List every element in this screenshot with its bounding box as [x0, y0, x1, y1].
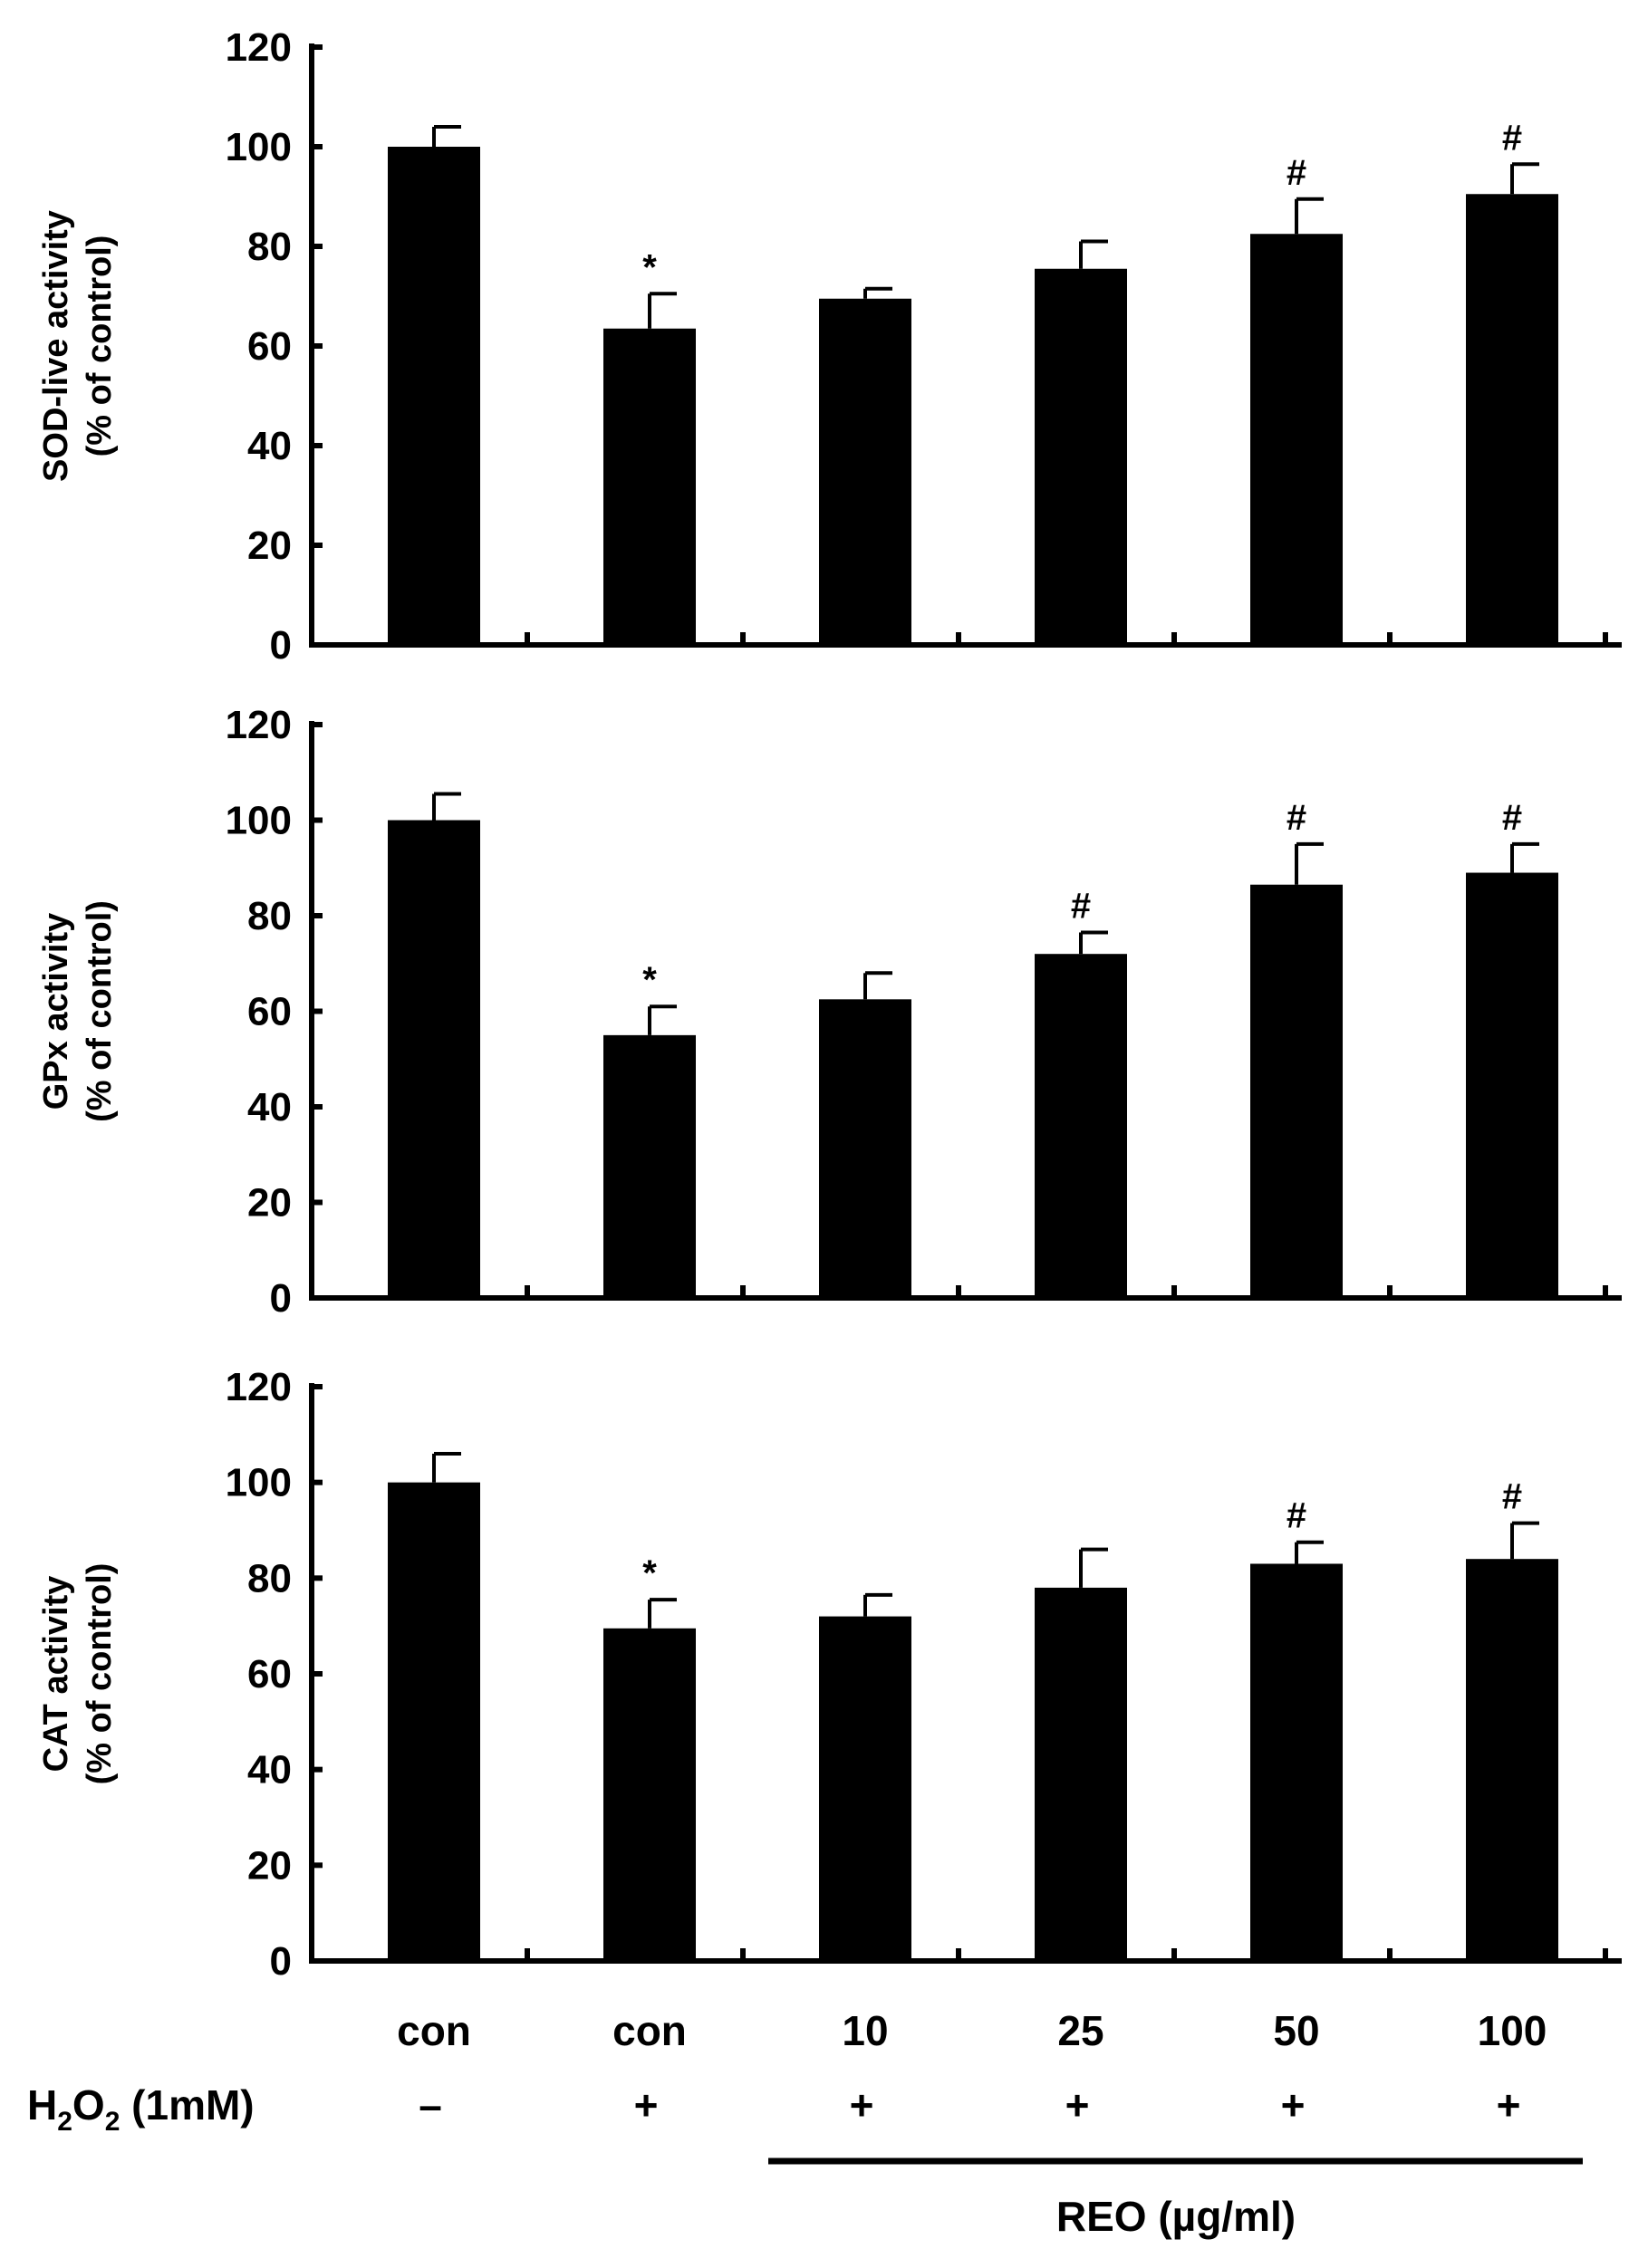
bar-1	[388, 1482, 480, 1961]
y-axis-label-unit: (% of control)	[81, 235, 119, 457]
significance-asterisk: *	[642, 960, 657, 1000]
category-label-3: 10	[842, 2007, 888, 2054]
category-labels: con con 10 25 50 100	[397, 2007, 1547, 2054]
y-axis-label: CAT activity	[37, 1576, 75, 1773]
bar-6	[1466, 194, 1558, 645]
h2o2-sign-4: +	[1065, 2081, 1090, 2129]
bar-5	[1250, 234, 1343, 645]
y-tick-label: 60	[247, 1652, 292, 1696]
category-label-2: con	[612, 2007, 687, 2054]
significance-hash: #	[1287, 153, 1306, 193]
y-tick-label: 20	[247, 1843, 292, 1888]
bar-4	[1035, 1587, 1127, 1961]
y-tick-label: 20	[247, 524, 292, 568]
bar-2	[603, 1034, 696, 1298]
bottom-axis: con con 10 25 50 100 H2O2 (1mM) – + + + + + REO (µ…	[27, 2007, 1583, 2240]
significance-hash: #	[1287, 798, 1306, 838]
bar-6	[1466, 1559, 1558, 1961]
bar-1	[388, 147, 480, 645]
y-tick-label: 20	[247, 1181, 292, 1225]
significance-asterisk: *	[642, 1553, 657, 1593]
y-tick-label: 40	[247, 1748, 292, 1792]
y-tick-label: 0	[270, 1276, 292, 1321]
category-label-1: con	[397, 2007, 471, 2054]
h2o2-label: H2O2 (1mM)	[27, 2081, 255, 2137]
category-label-5: 50	[1273, 2007, 1319, 2054]
y-tick-label: 60	[247, 990, 292, 1034]
y-tick-label: 120	[226, 703, 292, 747]
y-tick-label: 100	[226, 1461, 292, 1505]
significance-hash: #	[1502, 118, 1522, 158]
y-tick-label: 0	[270, 1939, 292, 1984]
h2o2-sign-labels: – + + + + +	[419, 2081, 1520, 2129]
chart-panel-2: 0 20 40 60 80 100 120 * # # # GPx activity (% of con…	[37, 703, 1622, 1321]
bar-4	[1035, 268, 1127, 645]
y-tick-label: 120	[226, 25, 292, 70]
y-tick-label: 80	[247, 225, 292, 269]
y-axis-label-unit: (% of control)	[81, 1563, 119, 1785]
significance-asterisk: *	[642, 247, 657, 287]
y-tick-label: 40	[247, 1085, 292, 1129]
y-tick-label: 0	[270, 623, 292, 668]
bar-2	[603, 1628, 696, 1961]
bar-5	[1250, 884, 1343, 1298]
y-axis-label-unit: (% of control)	[81, 900, 119, 1122]
y-tick-label: 80	[247, 1556, 292, 1600]
bar-3	[819, 298, 911, 645]
y-tick-label: 120	[226, 1365, 292, 1409]
bar-5	[1250, 1563, 1343, 1961]
h2o2-sign-2: +	[634, 2081, 659, 2129]
h2o2-sign-5: +	[1281, 2081, 1306, 2129]
bar-6	[1466, 872, 1558, 1298]
bar-1	[388, 820, 480, 1298]
chart-panel-1: 0 20 40 60 80 100 120 * # # SOD-live activity (% of…	[37, 25, 1622, 668]
h2o2-sign-1: –	[419, 2081, 442, 2129]
y-tick-label: 60	[247, 324, 292, 369]
bar-3	[819, 1616, 911, 1961]
bar-3	[819, 999, 911, 1298]
significance-hash: #	[1071, 886, 1091, 926]
y-tick-label: 100	[226, 125, 292, 169]
chart-panel-3: 0 20 40 60 80 100 120 * # # CAT activity (% of cont…	[37, 1365, 1622, 1984]
y-axis-label: SOD-live activity	[37, 210, 75, 482]
y-tick-label: 100	[226, 799, 292, 843]
h2o2-sign-6: +	[1497, 2081, 1521, 2129]
treatment-label: REO (µg/ml)	[1056, 2193, 1296, 2240]
bar-4	[1035, 954, 1127, 1298]
y-axis-label: GPx activity	[37, 913, 75, 1110]
significance-hash: #	[1502, 1477, 1522, 1517]
significance-hash: #	[1502, 798, 1522, 838]
bar-2	[603, 328, 696, 645]
h2o2-sign-3: +	[850, 2081, 874, 2129]
category-label-4: 25	[1057, 2007, 1103, 2054]
category-label-6: 100	[1478, 2007, 1547, 2054]
y-tick-label: 40	[247, 424, 292, 468]
y-tick-label: 80	[247, 894, 292, 938]
significance-hash: #	[1287, 1496, 1306, 1536]
